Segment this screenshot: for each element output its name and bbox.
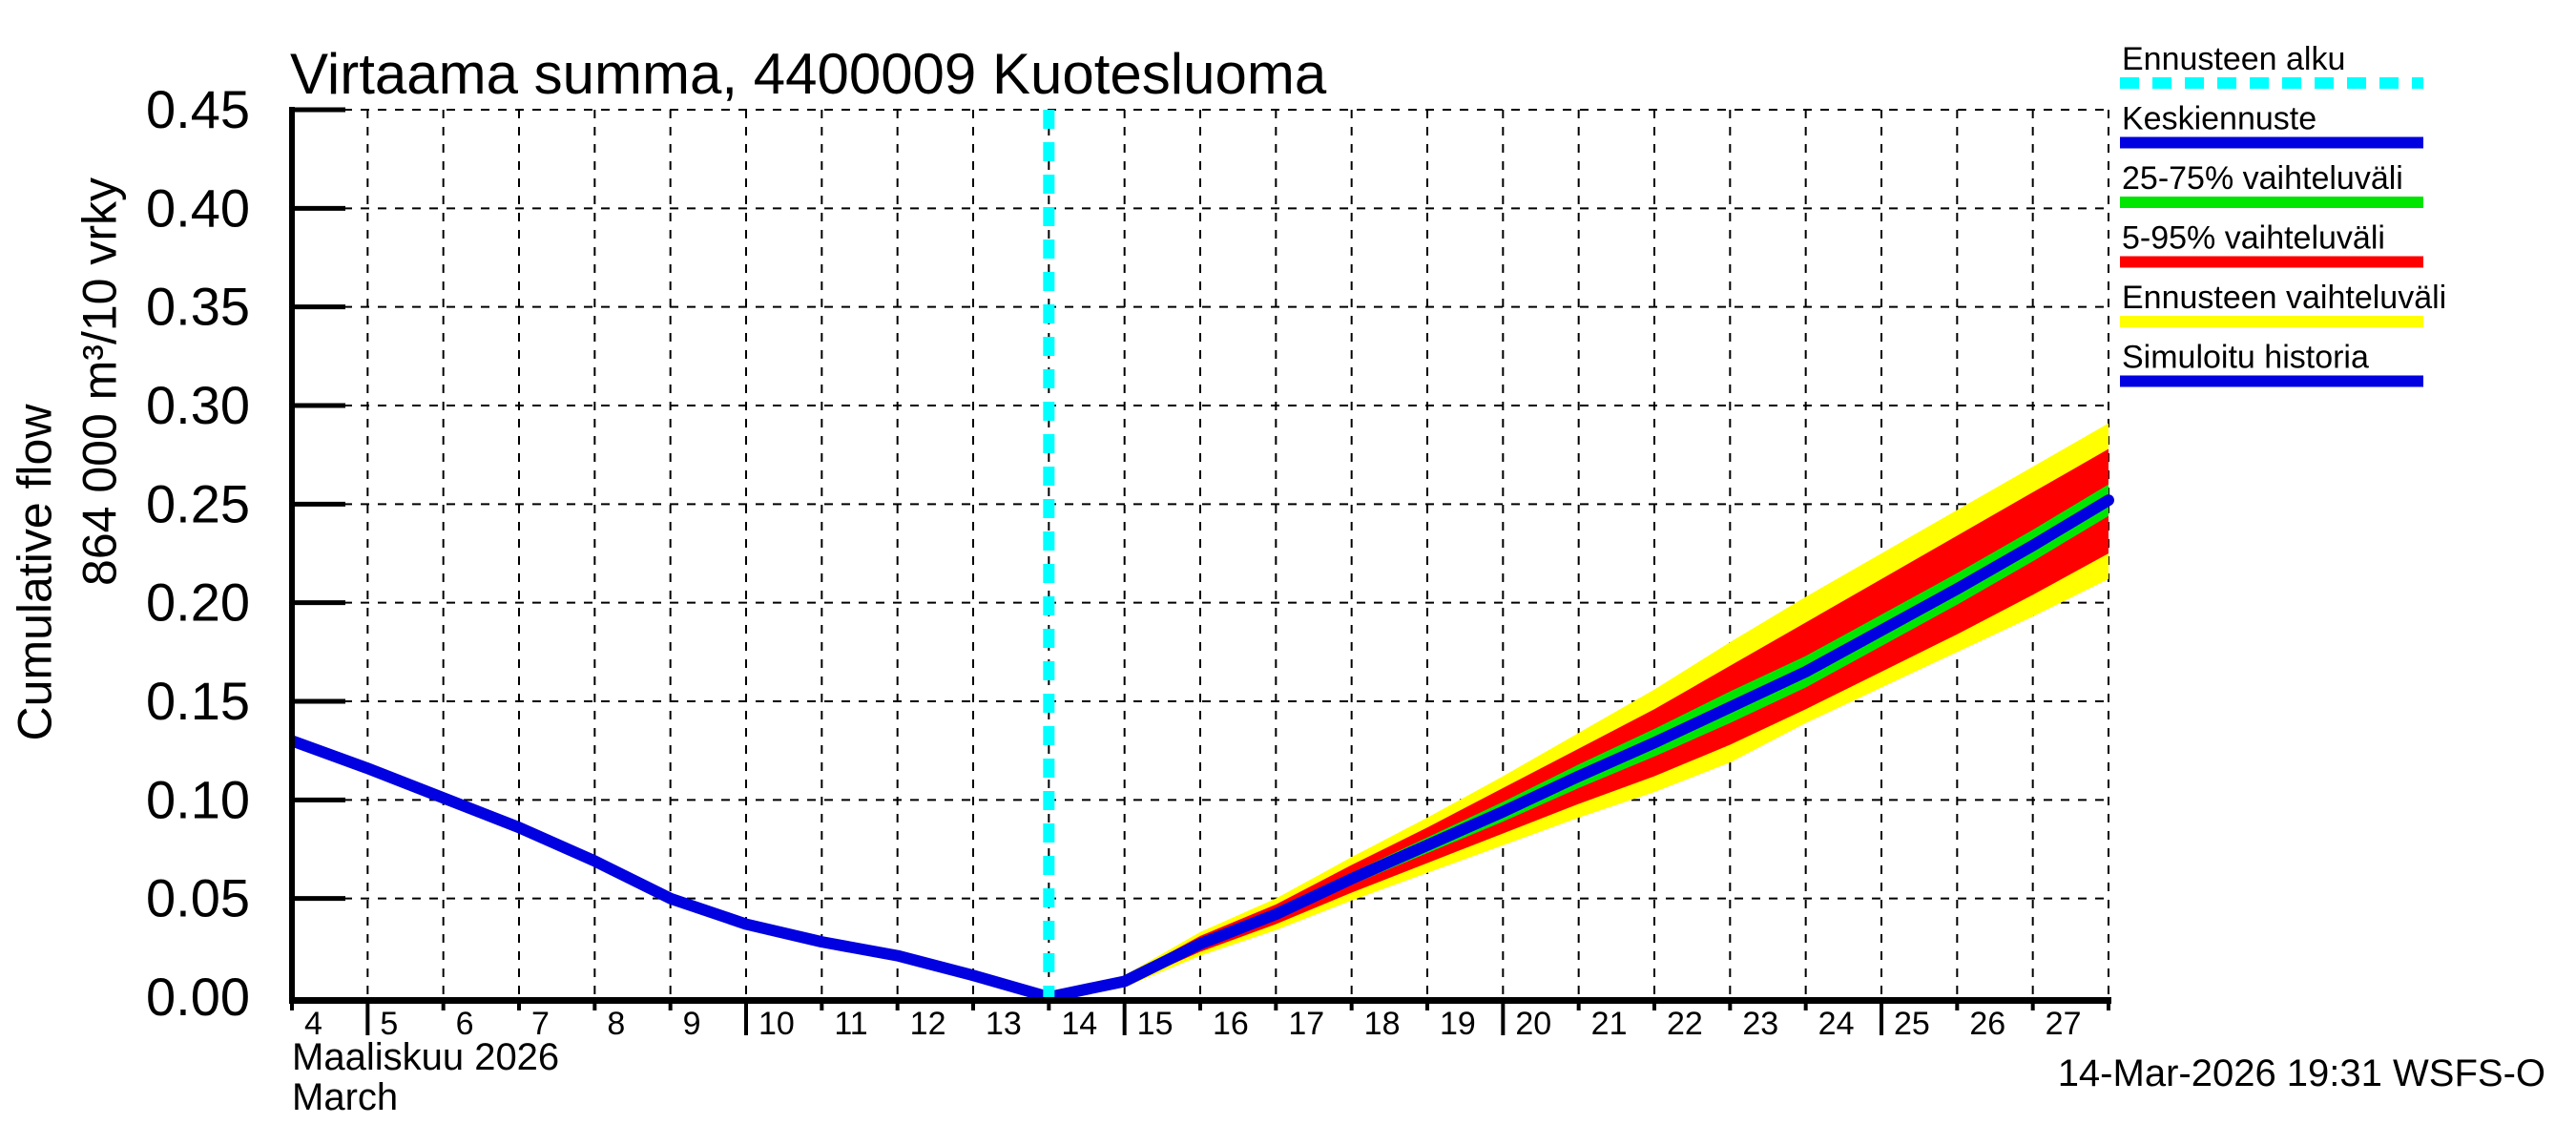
- x-tick-label: 17: [1288, 1006, 1324, 1042]
- x-axis-month-label-en: March: [292, 1076, 398, 1118]
- x-tick-labels: 4 5 6 7 8 9 10 11 12 13 14 15 16 17 18 19 20 21 22 23 24 25 26…: [304, 1006, 2081, 1042]
- y-axis-label-inner: 864 000 m³/10 vrky: [73, 177, 127, 586]
- x-tick-label: 23: [1742, 1006, 1778, 1042]
- legend-swatch: [2120, 256, 2423, 268]
- legend-label: Ennusteen vaihteluväli: [2122, 280, 2446, 316]
- median-forecast-line: [1043, 494, 2114, 1003]
- tick-marks: [290, 107, 2110, 1035]
- y-tick-label: 0.30: [146, 375, 250, 435]
- y-tick-labels: 0.00 0.05 0.10 0.15 0.20 0.25 0.30 0.35 0.40 0.45: [146, 79, 250, 1027]
- x-tick-label: 25: [1894, 1006, 1930, 1042]
- legend-label: Simuloitu historia: [2122, 340, 2369, 376]
- y-axis-label-outer: Cumulative flow: [9, 404, 62, 741]
- y-tick-label: 0.05: [146, 868, 250, 928]
- x-tick-label: 7: [531, 1006, 550, 1042]
- y-tick-label: 0.20: [146, 572, 250, 633]
- x-axis-month-label-fi: Maaliskuu 2026: [292, 1036, 559, 1078]
- x-tick-label: 15: [1137, 1006, 1174, 1042]
- legend-label: 5-95% vaihteluväli: [2122, 220, 2385, 257]
- x-tick-label: 24: [1818, 1006, 1855, 1042]
- x-tick-label: 18: [1364, 1006, 1401, 1042]
- x-tick-label: 10: [758, 1006, 795, 1042]
- y-tick-label: 0.10: [146, 769, 250, 829]
- series-lines: [289, 494, 2114, 1003]
- x-tick-label: 26: [1969, 1006, 2005, 1042]
- y-tick-label: 0.35: [146, 277, 250, 337]
- x-tick-label: 11: [834, 1006, 867, 1042]
- x-tick-label: 8: [607, 1006, 625, 1042]
- x-tick-label: 21: [1591, 1006, 1628, 1042]
- plot-timestamp: 14-Mar-2026 19:31 WSFS-O: [2058, 1052, 2545, 1094]
- x-tick-label: 6: [456, 1006, 474, 1042]
- x-tick-label: 13: [986, 1006, 1022, 1042]
- legend-swatch: [2120, 136, 2423, 149]
- y-tick-label: 0.00: [146, 967, 250, 1027]
- legend-label: Keskiennuste: [2122, 101, 2316, 137]
- y-tick-label: 0.40: [146, 177, 250, 238]
- y-tick-label: 0.15: [146, 671, 250, 731]
- x-tick-label: 9: [683, 1006, 701, 1042]
- legend-label: Ennusteen alku: [2122, 41, 2345, 77]
- legend-swatch: [2120, 197, 2423, 208]
- x-tick-label: 20: [1515, 1006, 1551, 1042]
- x-tick-label: 16: [1213, 1006, 1249, 1042]
- x-tick-label: 27: [2046, 1006, 2082, 1042]
- legend: Ennusteen alku Keskiennuste 25-75% vaihtel…: [2120, 41, 2446, 387]
- x-tick-label: 22: [1667, 1006, 1703, 1042]
- legend-swatch: [2120, 316, 2423, 327]
- x-tick-label: 12: [910, 1006, 946, 1042]
- simulated-history-line: [289, 735, 1050, 1003]
- y-tick-label: 0.45: [146, 79, 250, 139]
- x-tick-label: 14: [1061, 1006, 1097, 1042]
- chart-title: Virtaama summa, 4400009 Kuotesluoma: [290, 42, 1327, 106]
- x-tick-label: 19: [1440, 1006, 1476, 1042]
- legend-label: 25-75% vaihteluväli: [2122, 160, 2403, 197]
- x-tick-label: 4: [304, 1006, 322, 1042]
- gridlines: [292, 109, 2109, 997]
- y-tick-label: 0.25: [146, 473, 250, 533]
- legend-swatch: [2120, 375, 2423, 387]
- x-tick-label: 5: [380, 1006, 398, 1042]
